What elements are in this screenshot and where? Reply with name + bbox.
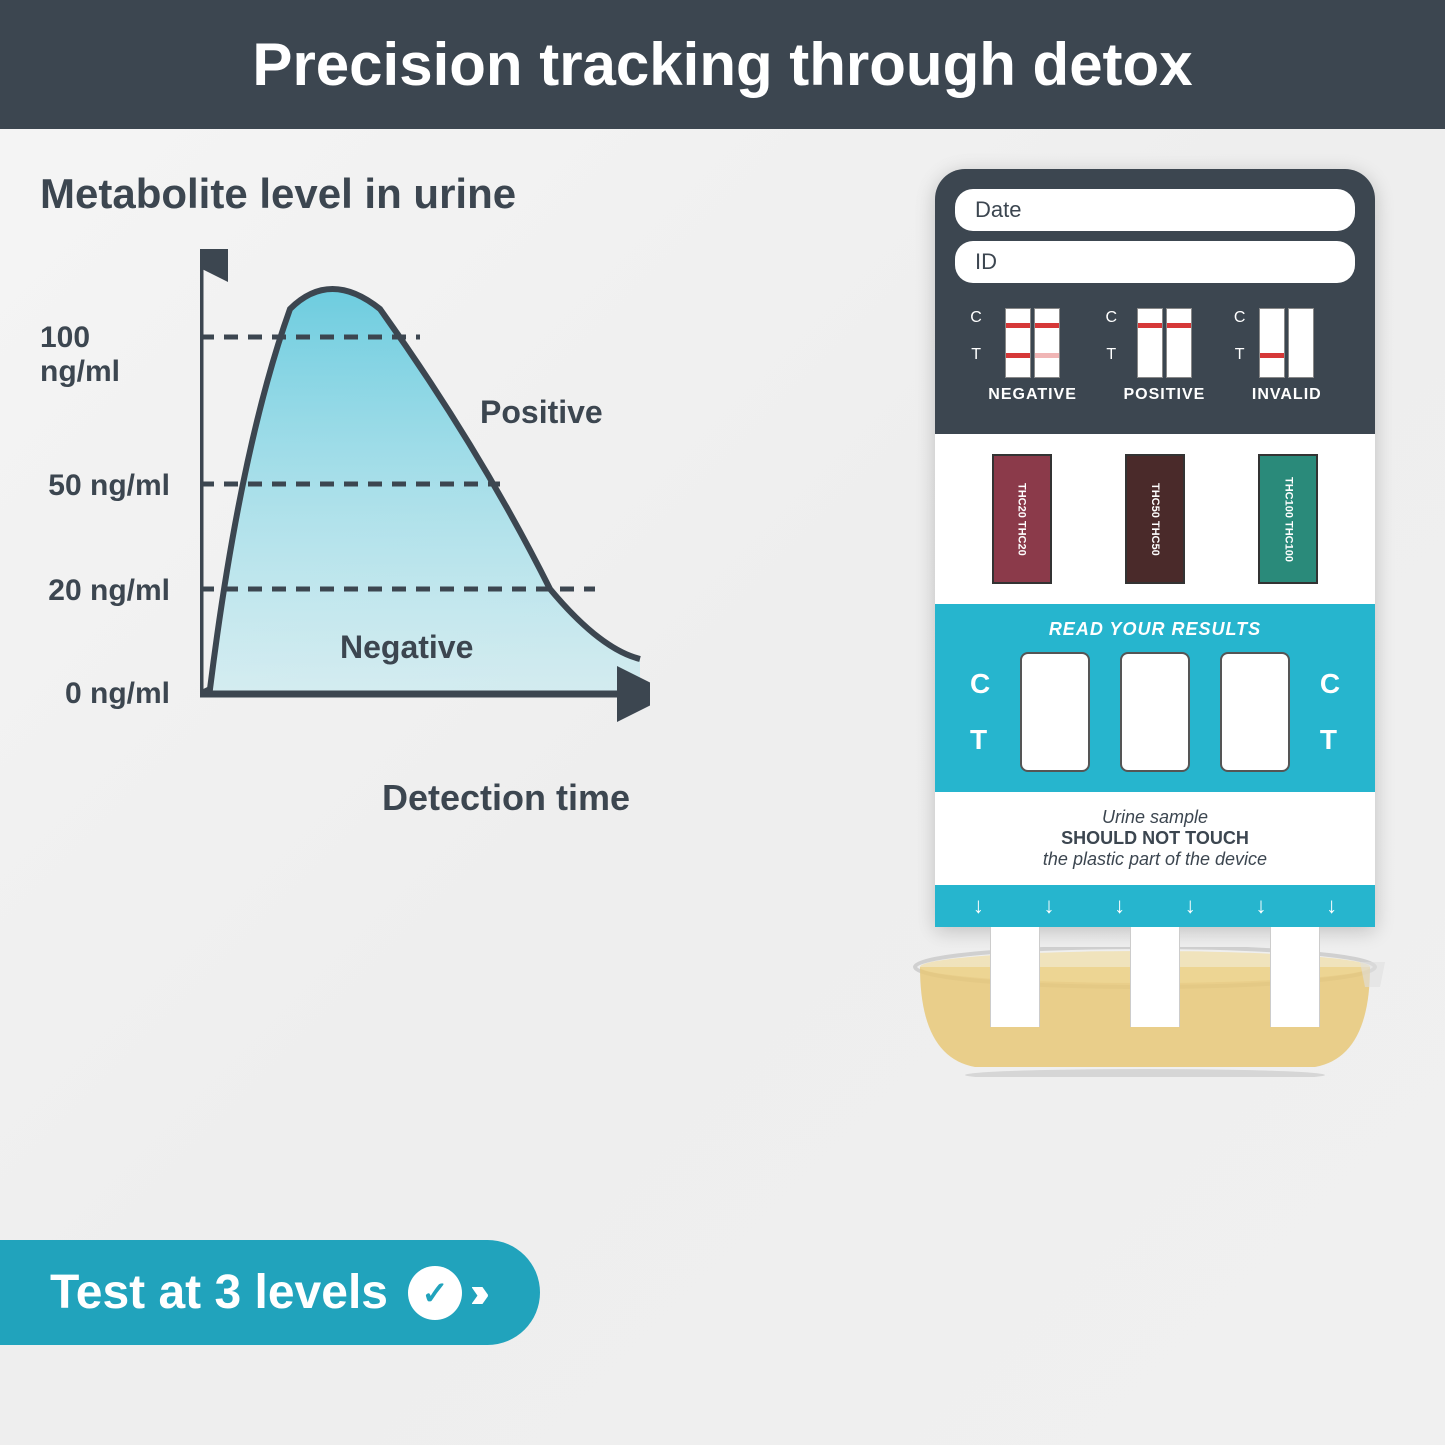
y-tick-50: 50 ng/ml	[48, 469, 170, 503]
y-tick-0: 0 ng/ml	[65, 677, 170, 711]
result-examples: CT NEGATIVE	[955, 293, 1355, 414]
test-levels-badge: Test at 3 levels ✓ ›››	[0, 1240, 540, 1345]
chart-container: 100 ng/ml 50 ng/ml 20 ng/ml 0 ng/ml	[40, 249, 660, 809]
dip-strips	[905, 927, 1405, 1027]
thc-strips-row: THC20 THC20 THC50 THC50 THC100 THC100	[935, 434, 1375, 604]
down-arrow-icon: ↓	[1255, 893, 1266, 919]
header-title: Precision tracking through detox	[252, 31, 1192, 98]
chart-section: Metabolite level in urine 100 ng/ml 50 n…	[40, 169, 865, 1082]
down-arrow-icon: ↓	[1185, 893, 1196, 919]
y-tick-20: 20 ng/ml	[48, 574, 170, 608]
check-icon: ✓	[408, 1266, 462, 1320]
header-banner: Precision tracking through detox	[0, 0, 1445, 129]
positive-label: Positive	[480, 394, 603, 431]
positive-text: POSITIVE	[1124, 386, 1206, 404]
instruction-panel: Urine sample SHOULD NOT TOUCH the plasti…	[935, 792, 1375, 885]
instruction-line1: Urine sample	[950, 807, 1360, 828]
main-content: Metabolite level in urine 100 ng/ml 50 n…	[0, 129, 1445, 1082]
chevrons-icon: ›››	[482, 1268, 490, 1318]
ct-right: CT	[1320, 656, 1340, 768]
x-axis-title: Detection time	[382, 777, 630, 819]
result-window-3	[1220, 652, 1290, 772]
ct-left: CT	[970, 656, 990, 768]
y-axis-labels: 100 ng/ml 50 ng/ml 20 ng/ml 0 ng/ml	[40, 249, 190, 729]
instruction-line3: the plastic part of the device	[950, 849, 1360, 870]
dip-strip	[1130, 927, 1180, 1027]
date-field: Date	[955, 189, 1355, 231]
dip-strip	[990, 927, 1040, 1027]
down-arrow-icon: ↓	[1326, 893, 1337, 919]
thc100-strip: THC100 THC100	[1258, 454, 1318, 584]
id-field: ID	[955, 241, 1355, 283]
result-window-2	[1120, 652, 1190, 772]
device-section: Date ID CT	[905, 169, 1405, 1082]
y-tick-100: 100 ng/ml	[40, 321, 170, 389]
badge-text: Test at 3 levels	[50, 1265, 388, 1320]
negative-label: Negative	[340, 629, 473, 666]
arrows-row: ↓ ↓ ↓ ↓ ↓ ↓	[935, 885, 1375, 927]
dip-strip	[1270, 927, 1320, 1027]
instruction-line2: SHOULD NOT TOUCH	[950, 828, 1360, 849]
down-arrow-icon: ↓	[1114, 893, 1125, 919]
example-negative: CT NEGATIVE	[988, 308, 1077, 404]
y-axis-title: Metabolite level in urine	[40, 169, 865, 219]
read-results-text: READ YOUR RESULTS	[955, 619, 1355, 640]
test-device: Date ID CT	[935, 169, 1375, 927]
result-window-1	[1020, 652, 1090, 772]
invalid-text: INVALID	[1252, 386, 1322, 404]
thc20-strip: THC20 THC20	[992, 454, 1052, 584]
results-panel: READ YOUR RESULTS CT CT	[935, 604, 1375, 792]
down-arrow-icon: ↓	[973, 893, 984, 919]
example-positive: CT POSITIVE	[1124, 308, 1206, 404]
down-arrow-icon: ↓	[1043, 893, 1054, 919]
thc50-strip: THC50 THC50	[1125, 454, 1185, 584]
device-header: Date ID CT	[935, 169, 1375, 434]
negative-text: NEGATIVE	[988, 386, 1077, 404]
example-invalid: CT INVALID	[1252, 308, 1322, 404]
